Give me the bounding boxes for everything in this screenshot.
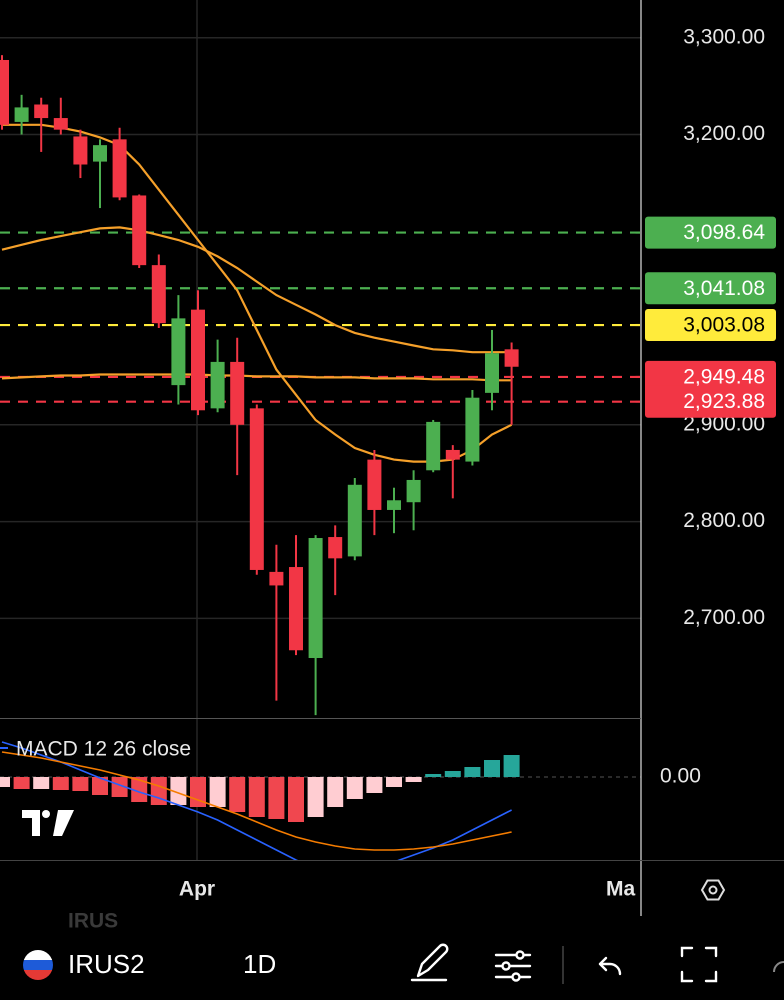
flag-icon	[23, 950, 53, 980]
macd-histogram-bar	[33, 777, 50, 789]
moving-average	[1, 226, 512, 354]
macd-histogram-bar	[425, 774, 442, 777]
candle-body	[0, 59, 9, 125]
candle-body	[465, 397, 480, 462]
price-pane	[0, 55, 641, 716]
macd-histogram-bar	[484, 760, 500, 777]
macd-line	[1, 741, 512, 860]
macd-histogram-bar	[92, 777, 108, 795]
y-tick-label: 0.00	[660, 765, 701, 788]
y-tick-label: 3,200.00	[683, 122, 765, 145]
moving-average	[1, 373, 512, 382]
candle-body	[171, 318, 186, 386]
y-tick-label: 3,300.00	[683, 25, 765, 48]
candle-body	[210, 361, 225, 409]
candle-body	[249, 408, 264, 570]
x-tick-label: Ma	[606, 878, 635, 901]
price-tag-label: 3,098.64	[683, 221, 765, 244]
settings-button[interactable]	[700, 879, 726, 901]
macd-histogram-bar	[346, 777, 363, 799]
macd-histogram-bar	[131, 777, 148, 802]
macd-histogram-bar	[268, 777, 285, 819]
candle-body	[112, 139, 127, 198]
macd-histogram-bar	[288, 777, 304, 822]
price-tag-label: 3,003.08	[683, 314, 765, 337]
macd-histogram-bar	[327, 777, 344, 807]
draw-button[interactable]	[410, 943, 449, 982]
candle-body	[132, 195, 147, 266]
candle-body	[387, 500, 401, 510]
y-tick-label: 2,900.00	[683, 412, 765, 435]
macd-histogram-bar	[307, 777, 324, 817]
candle-body	[151, 265, 166, 324]
price-axis: 2,700.00 2,800.00 2,900.00 3,200.00 3,300.00…	[645, 25, 776, 788]
macd-histogram-bar	[248, 777, 265, 817]
price-tag	[645, 360, 776, 393]
signal-line	[1, 751, 512, 851]
tv-logo	[22, 810, 74, 836]
price-tag-label: 2,949.48	[683, 365, 765, 388]
macd-histogram-bar	[0, 777, 10, 787]
macd-histogram-bar	[72, 777, 89, 791]
indicators-button[interactable]	[494, 950, 532, 982]
macd-histogram-bar	[503, 755, 520, 777]
candle-body	[445, 449, 460, 460]
axis-corner	[642, 861, 784, 916]
price-tag-label: 3,041.08	[683, 277, 765, 300]
macd-histogram-bar	[366, 777, 383, 793]
candle-body	[73, 136, 88, 165]
macd-histogram-bar	[13, 777, 30, 789]
macd-histogram-bar	[444, 771, 461, 777]
candle-body	[269, 571, 284, 586]
price-tag-label: 2,923.88	[683, 390, 765, 413]
macd-histogram-bar	[190, 777, 206, 807]
candle-body	[34, 104, 49, 119]
candle-body	[504, 349, 519, 367]
macd-histogram-bar	[386, 777, 402, 787]
price-tag	[645, 216, 776, 249]
toolbar	[0, 916, 784, 1000]
symbol-button[interactable]: IRUS2	[68, 949, 145, 979]
macd-histogram-bar	[170, 777, 187, 805]
background-symbol: IRUS	[68, 910, 118, 933]
macd-histogram-bar	[52, 777, 69, 790]
candle-body	[53, 118, 68, 130]
macd-histogram-bar	[464, 767, 481, 777]
undo-button[interactable]	[598, 956, 622, 976]
candle-body	[93, 145, 107, 162]
candle-body	[367, 459, 382, 510]
candle-body	[328, 537, 343, 559]
y-tick-label: 2,700.00	[683, 606, 765, 629]
macd-legend[interactable]: MACD 12 26 close	[16, 738, 191, 761]
macd-histogram-bar	[111, 777, 128, 797]
candle-body	[14, 107, 29, 122]
candle-body	[347, 484, 362, 557]
candle-body	[191, 309, 205, 411]
x-tick-label: Apr	[179, 878, 215, 901]
y-tick-label: 2,800.00	[683, 509, 765, 532]
candle-body	[289, 567, 303, 651]
candle-body	[426, 421, 441, 471]
candle-body	[308, 538, 323, 659]
candle-body	[485, 353, 499, 393]
price-tag	[645, 385, 776, 418]
candle-body	[406, 479, 421, 503]
macd-histogram-bar	[209, 777, 226, 807]
interval-button[interactable]: 1D	[243, 949, 276, 979]
macd-pane	[0, 741, 641, 860]
fullscreen-button[interactable]	[680, 946, 718, 983]
candle-body	[230, 361, 245, 425]
edge-icon	[773, 961, 784, 973]
macd-histogram-bar	[229, 777, 246, 812]
macd-histogram-bar	[405, 777, 422, 782]
price-tag	[645, 272, 776, 305]
price-tag	[645, 309, 776, 342]
